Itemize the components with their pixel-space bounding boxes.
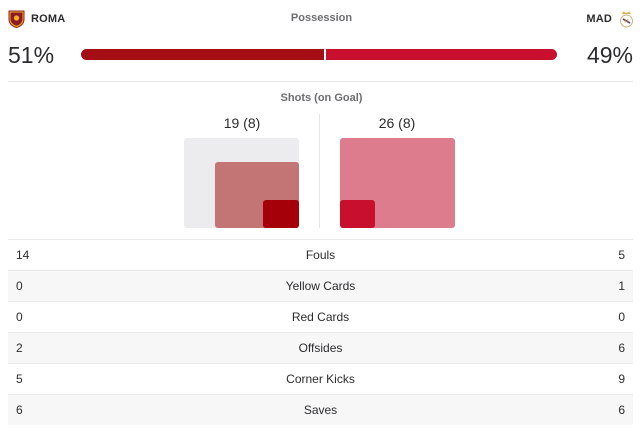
real-madrid-crest-icon: M xyxy=(620,11,633,28)
home-possession-pct: 51% xyxy=(8,42,55,68)
stat-away-value: 0 xyxy=(618,310,625,324)
shots-divider xyxy=(319,114,320,228)
stat-label: Yellow Cards xyxy=(285,279,356,293)
stat-away-value: 5 xyxy=(618,248,625,262)
home-team: ROMA xyxy=(8,10,65,28)
home-possession-fill xyxy=(81,49,324,60)
away-team: MAD M xyxy=(586,10,635,28)
stat-row: 6 Saves 6 xyxy=(8,394,633,425)
stat-row: 2 Offsides 6 xyxy=(8,332,633,363)
possession-label: Possession xyxy=(290,12,353,24)
stat-home-value: 0 xyxy=(16,310,23,324)
stat-away-value: 6 xyxy=(618,403,625,417)
stat-home-value: 14 xyxy=(16,248,30,262)
svg-text:M: M xyxy=(624,19,628,25)
stat-away-value: 6 xyxy=(618,341,625,355)
home-shots-value: 19 (8) xyxy=(223,115,261,131)
stat-label: Saves xyxy=(303,403,338,417)
stat-row: 14 Fouls 5 xyxy=(8,239,633,270)
away-team-abbr: MAD xyxy=(586,13,612,25)
home-team-abbr: ROMA xyxy=(31,13,66,25)
away-shots-value: 26 (8) xyxy=(378,115,416,131)
stat-away-value: 9 xyxy=(618,372,625,386)
stat-label: Red Cards xyxy=(291,310,350,324)
stat-home-value: 2 xyxy=(16,341,23,355)
stats-table: 14 Fouls 5 0 Yellow Cards 1 0 Red Cards 0 2 Offsid… xyxy=(8,239,633,425)
away-possession-fill xyxy=(323,49,557,60)
stat-home-value: 6 xyxy=(16,403,23,417)
section-divider xyxy=(8,81,633,82)
stat-row: 0 Red Cards 0 xyxy=(8,301,633,332)
stat-home-value: 5 xyxy=(16,372,23,386)
away-possession-pct: 49% xyxy=(586,42,633,68)
stat-label: Corner Kicks xyxy=(286,372,355,386)
stat-row: 0 Yellow Cards 1 xyxy=(8,270,633,301)
stat-label: Offsides xyxy=(298,341,343,355)
shots-label: Shots (on Goal) xyxy=(280,92,363,104)
home-shots-on-goal-box xyxy=(263,200,299,228)
away-shots-on-goal-box xyxy=(340,200,375,228)
stat-row: 5 Corner Kicks 9 xyxy=(8,363,633,394)
roma-crest-icon xyxy=(8,10,25,28)
possession-bar xyxy=(81,49,557,60)
stat-away-value: 1 xyxy=(618,279,625,293)
stat-label: Fouls xyxy=(305,248,336,262)
stat-home-value: 0 xyxy=(16,279,23,293)
